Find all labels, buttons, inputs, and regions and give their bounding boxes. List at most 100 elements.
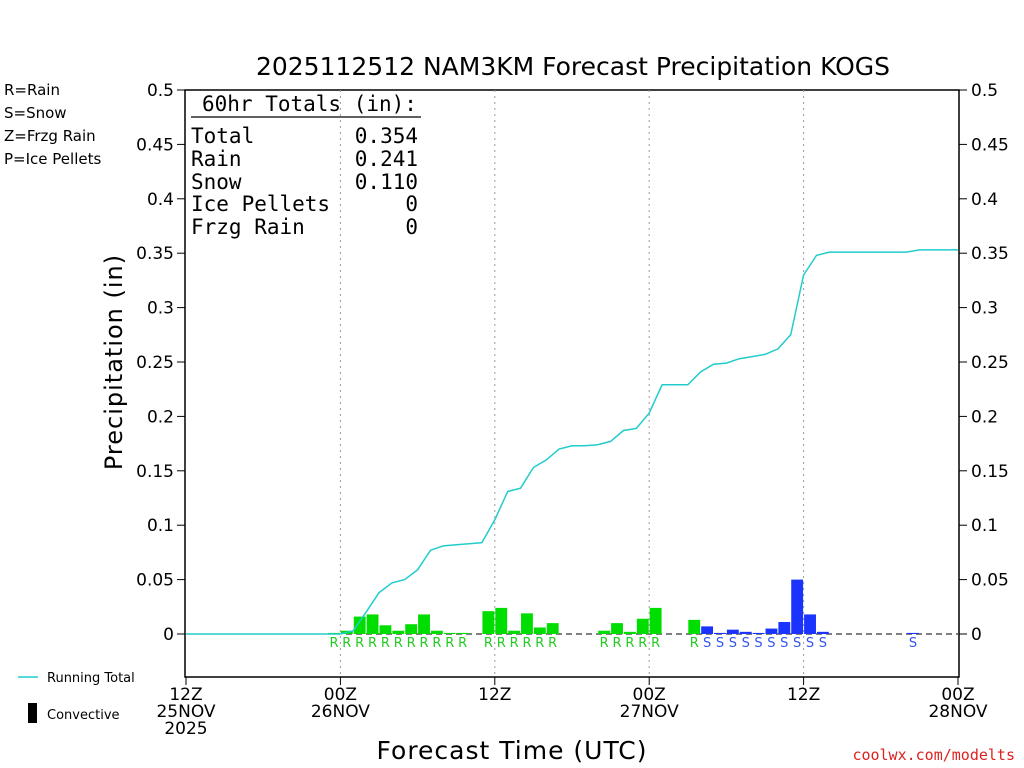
y-tick-label-right: 0.45 <box>971 135 1009 155</box>
totals-value-ice-pellets: 0 <box>405 192 418 216</box>
bottom-legend: Running Total Convective <box>18 671 135 723</box>
ptype-label-rain: R <box>458 636 467 651</box>
ptype-label-snow: S <box>742 636 750 651</box>
x-tick-label: 12Z <box>787 685 820 705</box>
totals-label-rain: Rain <box>191 147 242 171</box>
snow-bar <box>701 626 714 634</box>
totals-label-total: Total <box>191 124 254 148</box>
rain-bar <box>353 616 366 634</box>
ptype-label-rain: R <box>420 636 429 651</box>
ptype-label-rain: R <box>329 636 338 651</box>
y-tick-label-left: 0 <box>163 625 174 645</box>
y-tick-label-right: 0.15 <box>971 462 1009 482</box>
precip-bars <box>328 579 919 634</box>
ptype-label-snow: S <box>729 636 737 651</box>
ptype-label-rain: R <box>497 636 506 651</box>
y-tick-label-right: 0.4 <box>971 190 998 210</box>
rain-bar <box>443 632 456 634</box>
ptype-label-rain: R <box>381 636 390 651</box>
y-tick-label-left: 0.5 <box>147 81 174 101</box>
legend-frzg-rain: Z=Frzg Rain <box>4 127 96 145</box>
rain-bar <box>495 607 508 634</box>
ptype-label-rain: R <box>355 636 364 651</box>
snow-bar <box>739 631 752 634</box>
ptype-label-rain: R <box>407 636 416 651</box>
running-total-line <box>186 249 958 635</box>
totals-box: 60hr Totals (in): Total 0.354 Rain 0.241… <box>191 92 421 239</box>
legend-rain: R=Rain <box>4 81 60 99</box>
y-tick-label-right: 0 <box>971 625 982 645</box>
x-tick-label: 28NOV <box>928 702 987 722</box>
snow-bar <box>778 622 791 634</box>
totals-value-snow: 0.110 <box>355 170 418 194</box>
credit-text: coolwx.com/modelts <box>852 746 1015 764</box>
y-axis-label: Precipitation (in) <box>100 254 128 470</box>
y-tick-label-right: 0.05 <box>971 571 1009 591</box>
ptype-label-rain: R <box>368 636 377 651</box>
ptype-label-rain: R <box>484 636 493 651</box>
ptype-label-rain: R <box>651 636 660 651</box>
rain-bar <box>636 618 649 634</box>
ptype-label-rain: R <box>522 636 531 651</box>
x-tick-label: 12Z <box>169 685 202 705</box>
x-tick-label: 25NOV <box>156 702 215 722</box>
vertical-gridlines <box>339 90 805 677</box>
totals-label-ice-pellets: Ice Pellets <box>191 192 330 216</box>
snow-bar <box>804 614 816 634</box>
totals-value-frzg-rain: 0 <box>405 215 418 239</box>
rain-bar <box>430 630 443 634</box>
ptype-label-snow: S <box>703 636 711 651</box>
x-tick-label: 00Z <box>324 685 357 705</box>
y-tick-label-left: 0.4 <box>147 190 174 210</box>
chart-title: 2025112512 NAM3KM Forecast Precipitation… <box>256 52 890 81</box>
y-tick-label-right: 0.3 <box>971 299 998 319</box>
totals-heading: 60hr Totals (in): <box>202 92 417 116</box>
ptype-label-rain: R <box>394 636 403 651</box>
ptype-label-rain: R <box>613 636 622 651</box>
x-axis-label: Forecast Time (UTC) <box>377 736 648 765</box>
ptype-label-snow: S <box>780 636 788 651</box>
snow-bar <box>791 579 804 634</box>
y-tick-label-right: 0.1 <box>971 516 998 536</box>
totals-label-frzg-rain: Frzg Rain <box>191 215 305 239</box>
totals-value-rain: 0.241 <box>355 147 418 171</box>
legend-convective: Convective <box>47 708 120 723</box>
y-tick-label-left: 0.45 <box>136 135 174 155</box>
plot-frame <box>184 89 960 678</box>
legend-snow: S=Snow <box>4 104 67 122</box>
x-tick-label: 27NOV <box>620 702 679 722</box>
ptype-label-rain: R <box>445 636 454 651</box>
ptype-label-snow: S <box>909 636 917 651</box>
ptype-label-snow: S <box>716 636 724 651</box>
y-tick-label-left: 0.05 <box>136 571 174 591</box>
ptype-label-rain: R <box>342 636 351 651</box>
y-tick-label-left: 0.2 <box>147 407 174 427</box>
ptype-label-rain: R <box>548 636 557 651</box>
y-tick-label-left: 0.3 <box>147 299 174 319</box>
snow-bar <box>765 628 778 634</box>
rain-bar <box>508 630 521 634</box>
rain-bar <box>456 632 469 634</box>
ptype-label-rain: R <box>690 636 699 651</box>
ptype-legend: R=Rain S=Snow Z=Frzg Rain P=Ice Pellets <box>4 81 101 168</box>
y-tick-label-left: 0.1 <box>147 516 174 536</box>
y-tick-label-right: 0.2 <box>971 407 998 427</box>
y-tick-label-right: 0.35 <box>971 244 1009 264</box>
rain-bar <box>598 630 611 634</box>
ptype-label-snow: S <box>793 636 801 651</box>
rain-bar <box>418 614 430 634</box>
ptype-label-rain: R <box>600 636 609 651</box>
rain-bar <box>623 631 636 634</box>
convective-swatch <box>28 703 37 723</box>
snow-bar <box>714 632 726 634</box>
x-tick-label: 00Z <box>633 685 666 705</box>
y-tick-label-left: 0.15 <box>136 462 174 482</box>
ptype-label-snow: S <box>754 636 762 651</box>
rain-bar <box>688 619 701 634</box>
rain-bar <box>521 613 533 634</box>
ptype-label-snow: S <box>806 636 814 651</box>
ptype-label-rain: R <box>535 636 544 651</box>
snow-bar <box>816 631 829 634</box>
